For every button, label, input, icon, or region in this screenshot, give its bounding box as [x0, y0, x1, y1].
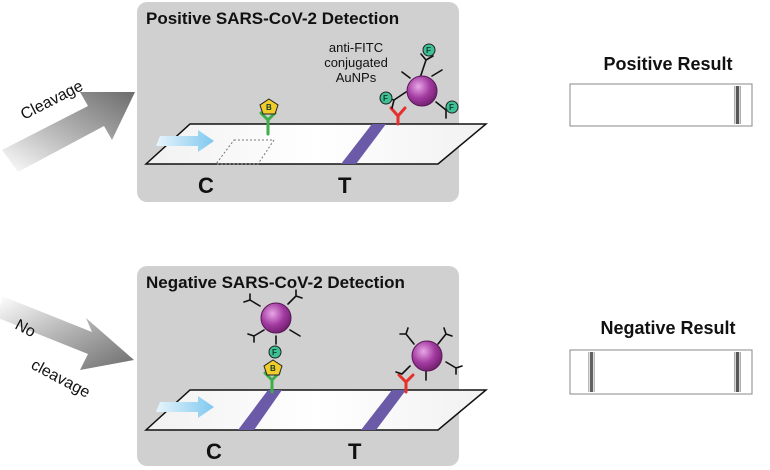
positive-result-title: Positive Result [603, 54, 732, 74]
svg-text:B: B [266, 103, 272, 112]
red-antibody [389, 106, 407, 126]
positive-result-strip [569, 83, 753, 127]
test-line [736, 86, 739, 124]
svg-text:F: F [272, 348, 277, 357]
no-cleavage-arrow [0, 296, 134, 370]
biotin-icon: B [263, 359, 283, 376]
positive-panel-title: Positive SARS-CoV-2 Detection [146, 9, 399, 28]
negative-test-label: T [348, 439, 362, 464]
gold-nanoparticle [243, 289, 303, 345]
positive-test-strip [144, 123, 489, 165]
negative-control-label: C [206, 439, 222, 464]
svg-text:F: F [383, 94, 388, 103]
negative-panel: Negative SARS-CoV-2 Detection C T B F [137, 266, 489, 466]
flow-arrow [156, 396, 214, 418]
control-line [590, 352, 593, 392]
negative-test-strip [144, 389, 489, 431]
fitc-tag-icon: F [445, 100, 459, 114]
fitc-tag-icon: F [268, 345, 282, 359]
annotation-line-2: conjugated [324, 55, 388, 70]
test-band [341, 124, 386, 164]
positive-panel: Positive SARS-CoV-2 Detection C T B anti… [137, 2, 489, 202]
annotation-line-3: AuNPs [336, 70, 377, 85]
positive-test-label: T [338, 173, 352, 198]
flow-arrow [156, 130, 214, 152]
biotin-icon: B [259, 98, 279, 115]
test-band [361, 390, 406, 430]
no-cleavage-label-line2: cleavage [28, 357, 93, 402]
fitc-tag-icon: F [422, 43, 436, 57]
svg-text:F: F [426, 46, 431, 55]
cleavage-arrow [2, 92, 135, 172]
svg-text:B: B [270, 364, 276, 373]
control-band [238, 390, 282, 430]
red-antibody [397, 373, 415, 394]
annotation-line-1: anti-FITC [329, 40, 383, 55]
positive-control-label: C [198, 173, 214, 198]
fitc-tag-icon: F [379, 91, 393, 105]
negative-result-strip [569, 349, 753, 395]
negative-panel-title: Negative SARS-CoV-2 Detection [146, 273, 405, 292]
test-line [736, 352, 739, 392]
svg-text:F: F [449, 103, 454, 112]
negative-result-title: Negative Result [600, 318, 735, 338]
empty-control-zone [215, 139, 275, 165]
gold-nanoparticle [395, 327, 463, 381]
